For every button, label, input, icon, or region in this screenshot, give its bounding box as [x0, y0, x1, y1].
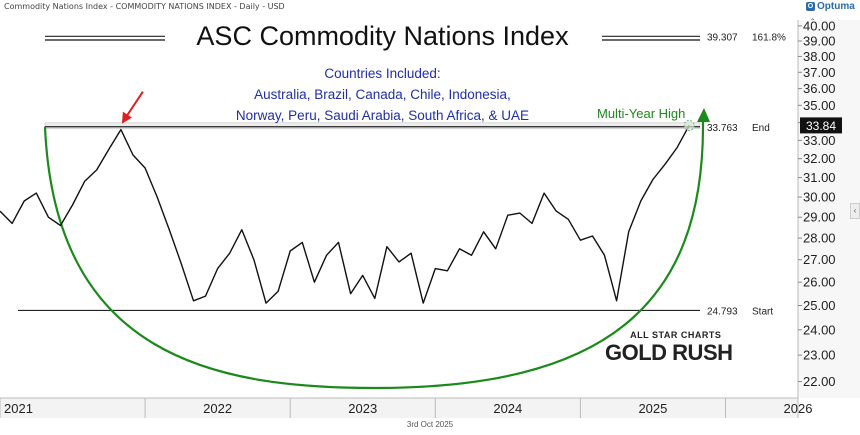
gold-rush-brand: ALL STAR CHARTS GOLD RUSH: [605, 330, 733, 366]
optuma-logo-icon: O: [806, 1, 815, 11]
subtitle-line-2: Australia, Brazil, Canada, Chile, Indone…: [254, 87, 511, 102]
level-tag-label: End: [752, 123, 770, 134]
level-value-label: 39.307: [707, 32, 738, 43]
subtitle-line-3: Norway, Peru, Saudi Arabia, South Africa…: [235, 108, 530, 123]
optuma-logo-text: Optuma: [817, 1, 855, 12]
x-axis-panel: [0, 398, 798, 418]
optuma-logo: O Optuma: [806, 1, 855, 12]
x-tick-label: 2022: [203, 401, 232, 416]
last-value-box: [800, 117, 842, 134]
multi-year-high-band: [44, 122, 701, 130]
arc-arrowhead: [697, 108, 710, 122]
level-value-label: 33.763: [707, 123, 738, 134]
level-tag-label: Start: [752, 306, 773, 317]
x-tick-label: 2026: [784, 401, 813, 416]
last-value-label: 33.84: [806, 119, 836, 133]
level-value-label: 24.793: [707, 306, 738, 317]
brand-line-2: GOLD RUSH: [605, 340, 733, 365]
y-tick-label: 24.00: [803, 322, 836, 337]
y-tick-label: 40.00: [803, 18, 836, 33]
y-tick-label: 36.00: [803, 81, 836, 96]
chart-source-label: Commodity Nations Index - COMMODITY NATI…: [4, 2, 285, 11]
x-tick-label: 2021: [4, 401, 33, 416]
y-tick-label: 26.00: [803, 275, 836, 290]
rounded-bottom-arc: [43, 119, 705, 390]
x-tick-label: 2023: [348, 401, 377, 416]
y-axis-ticks: 22.00 23.00 24.00 25.00 26.00 27.00 28.00 29.00…: [798, 18, 836, 389]
price-series-line: [0, 125, 690, 304]
subtitle-line-1: Countries Included:: [324, 66, 441, 81]
y-tick-label: 31.00: [803, 170, 836, 185]
y-tick-label: 35.00: [803, 98, 836, 113]
x-axis-ticks: 2021 2022 2023 2024 2025 2026: [0, 398, 812, 418]
x-tick-label: 2024: [493, 401, 522, 416]
level-lines: 39.307 161.8% 33.763 End 24.793 Start: [18, 32, 786, 317]
level-tag-label: 161.8%: [752, 32, 786, 43]
y-tick-label: 39.00: [803, 33, 836, 48]
scroll-handle[interactable]: ‹: [850, 203, 860, 219]
peak-arrow-head: [121, 111, 132, 124]
y-tick-label: 32.00: [803, 151, 836, 166]
y-tick-label: 33.00: [803, 133, 836, 148]
y-tick-label: 28.00: [803, 231, 836, 246]
y-tick-label: 29.00: [803, 210, 836, 225]
chart-subtitle: Countries Included: Australia, Brazil, C…: [0, 63, 765, 126]
last-price-marker: [683, 119, 695, 131]
y-tick-label: 27.00: [803, 252, 836, 267]
y-axis-panel: [798, 20, 860, 398]
brand-line-1: ALL STAR CHARTS: [630, 330, 722, 340]
date-stamp: 3rd Oct 2025: [406, 420, 454, 429]
peak-arrow-shaft: [126, 91, 144, 117]
y-tick-label: 37.00: [803, 65, 836, 80]
y-tick-label: 38.00: [803, 49, 836, 64]
y-tick-label: 25.00: [803, 298, 836, 313]
x-tick-label: 2025: [638, 401, 667, 416]
y-tick-label: 30.00: [803, 190, 836, 205]
multi-year-high-annotation: Multi-Year High: [597, 106, 686, 121]
y-tick-label: 23.00: [803, 348, 836, 363]
chart-title: ASC Commodity Nations Index: [196, 21, 569, 51]
y-tick-label: 22.00: [803, 374, 836, 389]
